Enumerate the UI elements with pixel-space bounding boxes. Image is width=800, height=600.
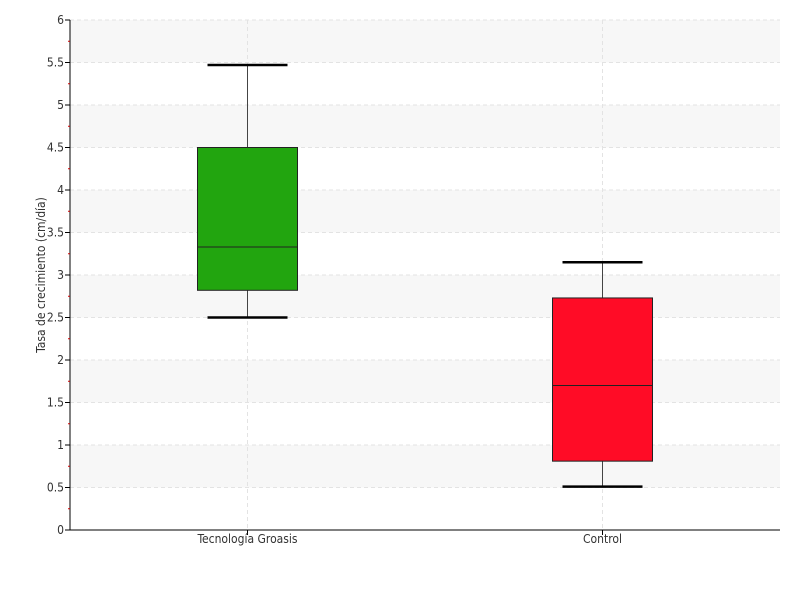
x-tick-label: Tecnología Groasis: [196, 532, 297, 546]
background-band: [70, 275, 780, 318]
y-tick-label: 4: [57, 183, 64, 197]
y-axis-title: Tasa de crecimiento (cm/día): [34, 197, 48, 354]
y-tick-label: 2: [57, 353, 64, 367]
y-tick-label: 4.5: [47, 141, 64, 155]
y-tick-label: 1: [57, 438, 64, 452]
y-tick-label: 5.5: [47, 56, 64, 70]
y-tick-label: 3: [57, 268, 64, 282]
background-band: [70, 20, 780, 63]
y-tick-label: 0: [57, 523, 64, 537]
y-tick-label: 0.5: [47, 481, 64, 495]
y-tick-label: 3.5: [47, 226, 64, 240]
y-tick-label: 2.5: [47, 311, 64, 325]
x-tick-label: Control: [583, 532, 622, 546]
box-0: [197, 63, 298, 319]
box-1: [552, 261, 653, 488]
plot-background-bands: [70, 20, 780, 488]
box-series: [197, 63, 653, 488]
y-tick-label: 6: [57, 13, 64, 27]
y-tick-label: 1.5: [47, 396, 64, 410]
y-tick-label: 5: [57, 98, 64, 112]
iqr-box: [552, 297, 653, 462]
background-band: [70, 190, 780, 233]
background-band: [70, 105, 780, 148]
background-band: [70, 445, 780, 488]
x-axis-ticks: Tecnología Groasis Control: [196, 530, 622, 546]
iqr-box: [197, 147, 298, 291]
y-axis-ticks: 0 0.5 1 1.5 2 2.5 3 3.5 4 4.5 5 5.5 6: [47, 13, 70, 537]
background-band: [70, 360, 780, 403]
